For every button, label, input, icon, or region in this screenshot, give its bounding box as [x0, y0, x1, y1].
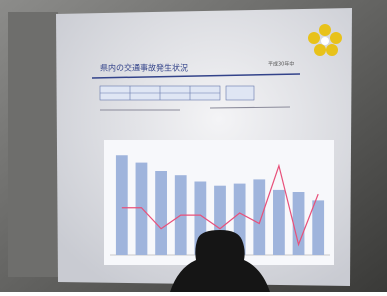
- bar: [253, 179, 265, 255]
- photo: 県内の交通事故発生状況 平成30年中: [0, 0, 387, 292]
- screen-edge: [8, 12, 58, 277]
- slide-title: 県内の交通事故発生状況: [100, 63, 188, 73]
- bar: [116, 155, 128, 255]
- summary-table: [100, 86, 254, 100]
- bar: [136, 163, 148, 255]
- bar: [273, 190, 285, 255]
- bar: [155, 171, 167, 255]
- slide-date: 平成30年中: [268, 61, 294, 68]
- bar: [312, 200, 324, 255]
